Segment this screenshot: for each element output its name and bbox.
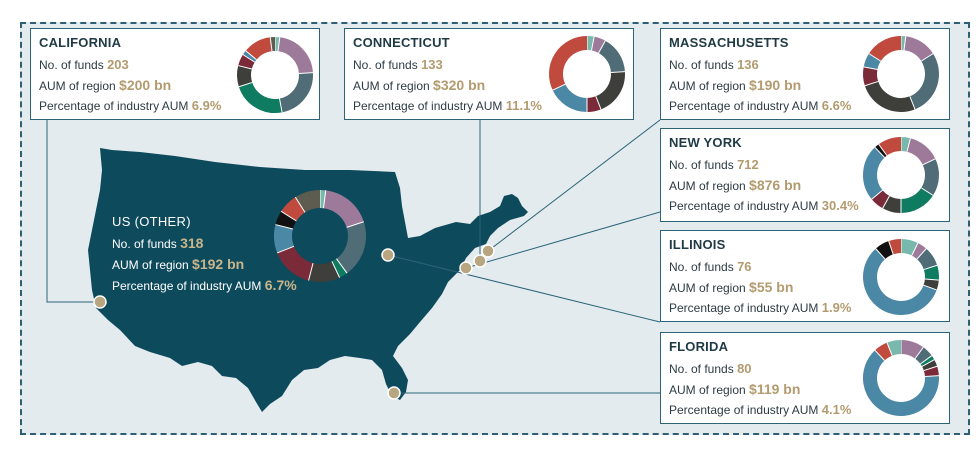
- us-other-block: US (OTHER) No. of funds 318 AUM of regio…: [112, 214, 297, 296]
- region-name: US (OTHER): [112, 214, 191, 229]
- pct-value: 6.7%: [264, 277, 297, 293]
- pct-row: Percentage of industry AUM 30.4%: [669, 198, 859, 213]
- funds-row: No. of funds 133: [353, 57, 443, 72]
- card-florida: FLORIDA No. of funds 80 AUM of region $1…: [660, 332, 950, 424]
- pct-value: 1.9%: [821, 300, 852, 315]
- pct-row: Percentage of industry AUM 6.7%: [112, 277, 297, 293]
- aum-value: $190 bn: [749, 77, 802, 93]
- funds-row: No. of funds 136: [669, 57, 759, 72]
- pct-row: Percentage of industry AUM 11.1%: [353, 98, 542, 113]
- funds-row: No. of funds 203: [39, 57, 129, 72]
- region-name: NEW YORK: [669, 135, 742, 150]
- aum-value: $55 bn: [749, 279, 794, 295]
- funds-row: No. of funds 76: [669, 259, 752, 274]
- pct-value: 30.4%: [821, 198, 859, 213]
- region-name: CONNECTICUT: [353, 35, 450, 50]
- pct-row: Percentage of industry AUM 4.1%: [669, 402, 852, 417]
- aum-row: AUM of region $119 bn: [669, 381, 801, 397]
- aum-row: AUM of region $55 bn: [669, 279, 794, 295]
- aum-value: $192 bn: [192, 256, 245, 272]
- funds-value: 80: [737, 361, 752, 376]
- pct-value: 4.1%: [821, 402, 852, 417]
- marker-massachusetts[interactable]: [481, 244, 495, 258]
- funds-row: No. of funds 80: [669, 361, 752, 376]
- pct-value: 6.6%: [821, 98, 852, 113]
- pct-row: Percentage of industry AUM 6.6%: [669, 98, 852, 113]
- funds-value: 203: [107, 57, 129, 72]
- aum-row: AUM of region $192 bn: [112, 256, 245, 272]
- aum-value: $320 bn: [433, 77, 486, 93]
- leader-lines: [46, 119, 661, 394]
- aum-row: AUM of region $320 bn: [353, 77, 486, 93]
- marker-california[interactable]: [93, 295, 107, 309]
- leader-line-california: [46, 120, 100, 303]
- card-california: CALIFORNIA No. of funds 203 AUM of regio…: [30, 28, 320, 120]
- funds-value: 712: [737, 157, 759, 172]
- aum-value: $200 bn: [119, 77, 172, 93]
- funds-row: No. of funds 318: [112, 235, 204, 251]
- card-connecticut: CONNECTICUT No. of funds 133 AUM of regi…: [344, 28, 634, 120]
- pct-row: Percentage of industry AUM 6.9%: [39, 98, 222, 113]
- region-name: FLORIDA: [669, 339, 729, 354]
- card-illinois: ILLINOIS No. of funds 76 AUM of region $…: [660, 230, 950, 322]
- funds-value: 318: [180, 235, 204, 251]
- region-name: ILLINOIS: [669, 237, 726, 252]
- leader-line-massachusetts: [487, 119, 661, 252]
- marker-florida[interactable]: [387, 386, 401, 400]
- region-name: MASSACHUSETTS: [669, 35, 789, 50]
- funds-row: No. of funds 712: [669, 157, 759, 172]
- card-newyork: NEW YORK No. of funds 712 AUM of region …: [660, 128, 950, 222]
- aum-row: AUM of region $200 bn: [39, 77, 172, 93]
- leader-line-newyork: [465, 211, 661, 269]
- aum-row: AUM of region $876 bn: [669, 177, 802, 193]
- funds-value: 76: [737, 259, 752, 274]
- pct-value: 6.9%: [191, 98, 222, 113]
- aum-row: AUM of region $190 bn: [669, 77, 802, 93]
- region-name: CALIFORNIA: [39, 35, 122, 50]
- aum-value: $119 bn: [749, 381, 801, 397]
- michigan-shape: [372, 186, 396, 222]
- region-markers: [93, 244, 495, 400]
- aum-value: $876 bn: [749, 177, 802, 193]
- marker-illinois[interactable]: [381, 248, 395, 262]
- pct-row: Percentage of industry AUM 1.9%: [669, 300, 852, 315]
- funds-value: 133: [421, 57, 443, 72]
- funds-value: 136: [737, 57, 759, 72]
- pct-value: 11.1%: [505, 98, 542, 113]
- marker-newyork[interactable]: [459, 261, 473, 275]
- marker-connecticut[interactable]: [473, 254, 487, 268]
- leader-line-illinois: [387, 254, 661, 323]
- card-massachusetts: MASSACHUSETTS No. of funds 136 AUM of re…: [660, 28, 950, 120]
